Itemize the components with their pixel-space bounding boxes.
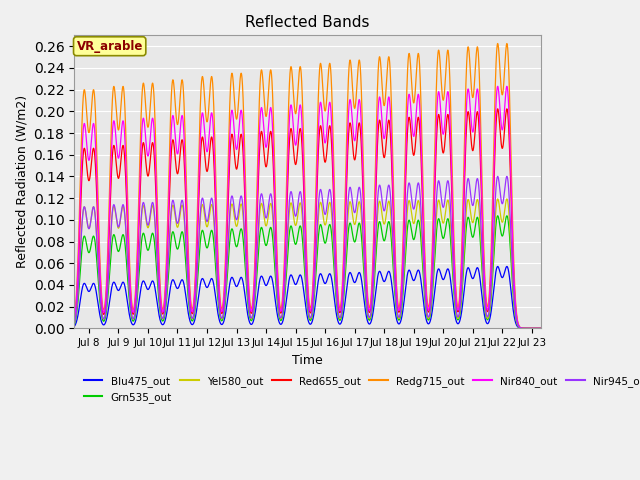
Redg715_out [248,301,256,307]
Redg715_out [454,304,461,310]
Grn535_out [350,238,358,244]
Grn535_out [503,213,511,219]
Nir840_out [419,177,426,182]
Legend: Blu475_out, Grn535_out, Yel580_out, Red655_out, Redg715_out, Nir840_out, Nir945_: Blu475_out, Grn535_out, Yel580_out, Red6… [79,372,640,407]
X-axis label: Time: Time [292,354,323,367]
Yel580_out [155,289,163,295]
Blu475_out [70,324,78,330]
Blu475_out [503,264,511,269]
Yel580_out [374,212,381,218]
Blu475_out [248,321,256,326]
Blu475_out [454,321,461,326]
Grn535_out [454,317,461,323]
Redg715_out [350,103,358,108]
Title: Reflected Bands: Reflected Bands [245,15,370,30]
Nir945_out [419,233,426,239]
Redg715_out [374,83,381,89]
Yel580_out [248,314,256,320]
Red655_out [350,155,358,161]
Line: Redg715_out: Redg715_out [74,44,541,328]
Grn535_out [374,230,381,236]
Line: Nir945_out: Nir945_out [74,176,541,328]
Grn535_out [155,297,163,303]
Red655_out [155,270,163,276]
Blu475_out [374,275,381,280]
Redg715_out [537,325,545,331]
Redg715_out [503,41,511,47]
Red655_out [419,192,426,197]
Nir945_out [454,314,461,320]
Yel580_out [419,244,426,250]
Nir840_out [503,84,511,89]
Blu475_out [537,325,545,331]
Line: Grn535_out: Grn535_out [74,216,541,328]
Grn535_out [419,257,426,263]
Yel580_out [350,220,358,226]
Nir840_out [155,263,163,269]
Yel580_out [454,315,461,321]
Nir945_out [503,173,511,179]
Nir945_out [537,325,545,331]
Red655_out [374,140,381,145]
Nir945_out [350,208,358,214]
Text: VR_arable: VR_arable [77,40,143,53]
Line: Yel580_out: Yel580_out [74,199,541,328]
Nir945_out [70,321,78,326]
Yel580_out [70,321,78,326]
Nir945_out [248,313,256,319]
Nir840_out [350,135,358,141]
Red655_out [70,319,78,324]
Nir840_out [248,305,256,311]
Line: Blu475_out: Blu475_out [74,266,541,328]
Nir945_out [155,288,163,294]
Blu475_out [419,288,426,294]
Nir840_out [70,318,78,324]
Y-axis label: Reflected Radiation (W/m2): Reflected Radiation (W/m2) [15,96,28,268]
Yel580_out [537,325,545,331]
Redg715_out [155,252,163,258]
Redg715_out [70,316,78,322]
Nir840_out [374,119,381,125]
Blu475_out [155,312,163,317]
Grn535_out [537,325,545,331]
Red655_out [503,106,511,112]
Blu475_out [350,279,358,285]
Yel580_out [503,196,511,202]
Nir840_out [537,325,545,331]
Grn535_out [70,322,78,328]
Nir945_out [374,198,381,204]
Red655_out [537,325,545,331]
Red655_out [454,309,461,314]
Redg715_out [419,151,426,156]
Line: Nir840_out: Nir840_out [74,86,541,328]
Grn535_out [248,316,256,322]
Red655_out [248,307,256,313]
Nir840_out [454,307,461,312]
Line: Red655_out: Red655_out [74,109,541,328]
